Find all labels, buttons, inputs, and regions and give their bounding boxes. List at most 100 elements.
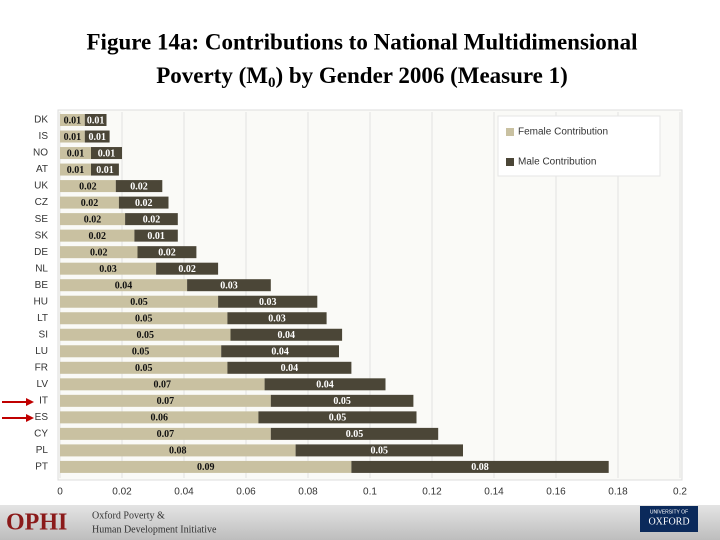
y-tick-label: LT — [37, 313, 48, 324]
bar-segment — [60, 262, 157, 275]
bar-segment — [60, 114, 85, 126]
y-tick-label: ES — [35, 412, 49, 423]
value-label: 0.03 — [259, 297, 277, 308]
bar-segment — [187, 279, 271, 292]
title-line-1: Figure 14a: Contributions to National Mu… — [87, 29, 638, 54]
value-label: 0.08 — [471, 462, 489, 473]
value-label: 0.04 — [278, 330, 296, 341]
y-tick-label: UK — [34, 181, 48, 192]
value-label: 0.01 — [98, 148, 116, 159]
bar-segment — [218, 295, 318, 308]
value-label: 0.01 — [88, 132, 106, 143]
bar-segment — [118, 196, 169, 209]
legend-label: Female Contribution — [518, 127, 608, 138]
legend-box — [497, 115, 661, 177]
bar-segment — [156, 262, 219, 275]
value-label: 0.03 — [99, 264, 117, 275]
bar-segment — [60, 328, 231, 341]
bar-segment — [258, 411, 417, 424]
y-tick-label: LU — [35, 346, 48, 357]
bar-segment — [91, 163, 119, 176]
legend-swatch — [506, 128, 514, 136]
value-label: 0.01 — [64, 132, 82, 143]
value-label: 0.02 — [79, 181, 97, 192]
y-tick-label: IS — [39, 131, 49, 142]
bar-segment — [227, 361, 352, 374]
y-tick-label: SK — [35, 230, 49, 241]
oxford-text: OXFORD — [648, 516, 689, 527]
footer-bar — [0, 505, 720, 540]
value-label: 0.05 — [135, 314, 153, 325]
bar-segment — [264, 378, 386, 391]
y-tick-label: DE — [34, 247, 48, 258]
title-line-2: Poverty (M0) by Gender 2006 (Measure 1) — [156, 63, 568, 91]
title-subscript: 0 — [268, 75, 276, 91]
value-label: 0.02 — [143, 214, 161, 225]
value-label: 0.04 — [316, 380, 334, 391]
bar-segment — [60, 378, 265, 391]
y-tick-label: NL — [35, 263, 48, 274]
bar-segment — [60, 460, 352, 473]
value-label: 0.02 — [81, 198, 99, 209]
bar-segment — [125, 213, 178, 226]
bar-segment — [60, 246, 138, 259]
value-label: 0.07 — [157, 396, 175, 407]
bar-segment — [84, 114, 107, 126]
title-part: ) by Gender 2006 (Measure 1) — [275, 63, 567, 88]
value-label: 0.02 — [88, 231, 106, 242]
y-tick-label: PT — [35, 462, 48, 473]
bar-segment — [60, 196, 119, 209]
legend-label: Male Contribution — [518, 157, 596, 168]
y-tick-label: CY — [34, 429, 48, 440]
value-label: 0.07 — [157, 429, 175, 440]
bar-segment — [137, 246, 197, 259]
x-tick-label: 0.1 — [363, 487, 377, 498]
bar-segment — [60, 229, 135, 242]
bar-segment — [60, 427, 271, 440]
footer-org: Human Development Initiative — [92, 524, 217, 535]
value-label: 0.08 — [169, 446, 187, 457]
value-label: 0.04 — [271, 347, 289, 358]
bar-segment — [60, 295, 219, 308]
bar-segment — [60, 361, 228, 374]
value-label: 0.02 — [158, 247, 176, 258]
footer-logo: OPHI — [6, 510, 67, 536]
value-label: 0.02 — [130, 181, 148, 192]
bar-segment — [60, 180, 116, 193]
x-tick-label: 0.04 — [174, 487, 194, 498]
value-label: 0.05 — [132, 347, 150, 358]
value-label: 0.05 — [137, 330, 155, 341]
x-tick-label: 0.2 — [673, 487, 687, 498]
value-label: 0.05 — [346, 429, 364, 440]
bar-segment — [221, 345, 339, 358]
value-label: 0.05 — [329, 413, 347, 424]
legend-swatch — [506, 158, 514, 166]
value-label: 0.01 — [67, 148, 85, 159]
value-label: 0.04 — [281, 363, 299, 374]
y-tick-label: PL — [36, 445, 49, 456]
bar-segment — [270, 394, 414, 407]
y-tick-label: HU — [34, 296, 48, 307]
bar-segment — [227, 312, 327, 325]
title-part: Poverty (M — [156, 63, 268, 88]
bar-segment — [351, 460, 609, 473]
x-tick-label: 0.12 — [422, 487, 442, 498]
footer-org: Oxford Poverty & — [92, 510, 165, 521]
x-tick-label: 0.08 — [298, 487, 318, 498]
value-label: 0.05 — [135, 363, 153, 374]
bar-segment — [270, 427, 439, 440]
y-tick-label: LV — [37, 379, 49, 390]
value-label: 0.01 — [64, 115, 82, 126]
bar-segment — [60, 163, 91, 176]
bar-segment — [295, 444, 463, 457]
y-tick-label: AT — [36, 164, 48, 175]
y-tick-label: CZ — [35, 197, 48, 208]
bar-segment — [60, 147, 91, 160]
x-tick-label: 0.02 — [112, 487, 132, 498]
y-tick-label: BE — [35, 280, 49, 291]
bar-segment — [60, 444, 296, 457]
value-label: 0.02 — [84, 214, 102, 225]
value-label: 0.05 — [371, 446, 389, 457]
x-tick-label: 0 — [57, 487, 63, 498]
